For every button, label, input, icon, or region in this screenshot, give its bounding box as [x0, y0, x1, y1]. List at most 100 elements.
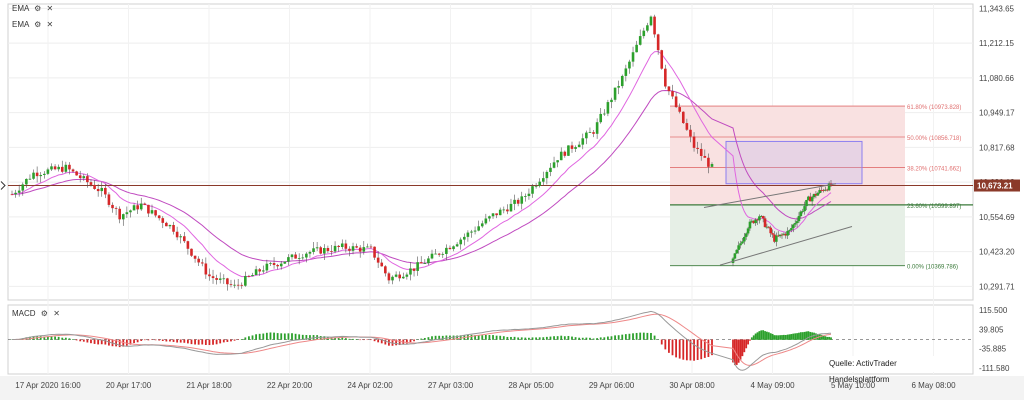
- macd-histogram-bar: [614, 335, 616, 339]
- candle-body: [93, 185, 96, 189]
- macd-indicator[interactable]: MACD ⚙ ✕: [12, 309, 60, 318]
- macd-histogram-bar: [762, 330, 764, 340]
- candle-body: [592, 132, 595, 134]
- macd-histogram-bar: [542, 337, 544, 340]
- candle-body: [553, 162, 556, 167]
- macd-histogram-bar: [632, 333, 634, 340]
- candle-body: [801, 211, 804, 212]
- macd-histogram-bar: [273, 333, 275, 340]
- candle-body: [32, 173, 35, 179]
- candle-body: [68, 165, 71, 170]
- candle-body: [298, 258, 301, 259]
- candle-body: [803, 206, 806, 211]
- candle-body: [749, 222, 752, 229]
- candle-body: [481, 223, 484, 226]
- macd-histogram-bar: [809, 332, 811, 340]
- macd-histogram-bar: [223, 340, 225, 343]
- candle-body: [316, 247, 319, 248]
- macd-histogram-bar: [760, 330, 762, 339]
- close-icon[interactable]: ✕: [47, 4, 54, 13]
- macd-histogram-bar: [137, 340, 139, 343]
- macd-histogram-bar: [646, 333, 648, 340]
- close-icon[interactable]: ✕: [47, 20, 54, 29]
- macd-histogram-bar: [740, 340, 742, 360]
- macd-histogram-bar: [234, 340, 236, 341]
- candle-body: [456, 244, 459, 246]
- close-icon[interactable]: ✕: [53, 309, 60, 318]
- candle-body: [201, 262, 204, 263]
- macd-histogram-bar: [359, 340, 361, 341]
- candle-body: [215, 278, 218, 280]
- ema-indicator-2[interactable]: EMA ⚙ ✕: [12, 20, 53, 29]
- candle-body: [467, 233, 470, 237]
- macd-histogram-bar: [557, 336, 559, 340]
- macd-histogram-bar: [244, 337, 246, 339]
- macd-histogram-bar: [58, 337, 60, 340]
- candle-body: [309, 252, 312, 254]
- candle-body: [675, 96, 678, 107]
- candle-body: [305, 254, 308, 258]
- settings-icon[interactable]: ⚙: [34, 20, 41, 29]
- settings-icon[interactable]: ⚙: [34, 4, 41, 13]
- candle-body: [459, 240, 462, 245]
- macd-histogram-bar: [255, 334, 257, 340]
- y-tick-label: 11,080.66: [979, 74, 1015, 83]
- candle-body: [341, 243, 344, 247]
- macd-histogram-bar: [600, 337, 602, 339]
- candle-body: [664, 69, 667, 87]
- macd-histogram-bar: [830, 337, 832, 339]
- macd-histogram-bar: [363, 340, 365, 341]
- current-price-label: 10,673.21: [977, 182, 1013, 191]
- macd-histogram-bar: [165, 340, 167, 342]
- macd-histogram-bar: [191, 340, 193, 345]
- candle-body: [668, 86, 671, 91]
- y-tick-label: 10,817.68: [979, 143, 1015, 152]
- ema-indicator-1[interactable]: EMA ⚙ ✕: [12, 4, 53, 13]
- candle-body: [179, 236, 182, 237]
- candle-body: [686, 123, 689, 130]
- macd-histogram-bar: [499, 336, 501, 340]
- macd-histogram-bar: [650, 333, 652, 340]
- candle-body: [187, 241, 190, 249]
- candle-body: [546, 172, 549, 178]
- candle-body: [650, 17, 653, 26]
- macd-histogram-bar: [582, 338, 584, 340]
- candle-body: [291, 255, 294, 258]
- candle-body: [567, 145, 570, 155]
- fib-level-label: 0.00% (10369.786): [907, 265, 958, 271]
- macd-histogram-bar: [539, 337, 541, 339]
- candle-body: [549, 168, 552, 172]
- macd-histogram-bar: [212, 340, 214, 345]
- candle-body: [240, 285, 243, 286]
- macd-histogram-bar: [535, 337, 537, 339]
- candle-body: [205, 263, 208, 274]
- macd-histogram-bar: [749, 340, 751, 341]
- candle-body: [758, 216, 761, 220]
- macd-histogram-bar: [366, 340, 368, 341]
- candle-body: [463, 237, 466, 240]
- candle-body: [366, 247, 369, 248]
- candle-body: [18, 191, 21, 193]
- macd-histogram-bar: [798, 333, 800, 340]
- candle-body: [614, 88, 617, 100]
- candle-body: [704, 156, 707, 158]
- candle-body: [276, 265, 279, 266]
- macd-histogram-bar: [568, 336, 570, 340]
- macd-histogram-bar: [593, 338, 595, 339]
- x-tick-label: 24 Apr 02:00: [347, 381, 393, 390]
- macd-histogram-bar: [807, 331, 809, 340]
- candle-body: [781, 235, 784, 236]
- candle-body: [380, 263, 383, 267]
- macd-histogram-bar: [201, 340, 203, 345]
- candle-body: [144, 204, 147, 205]
- candle-body: [817, 193, 820, 196]
- candle-body: [560, 152, 563, 160]
- y-tick-label: 10,554.69: [979, 213, 1015, 222]
- candle-body: [165, 223, 168, 226]
- macd-histogram-bar: [751, 337, 753, 339]
- candle-body: [373, 247, 376, 258]
- left-arrow-icon: [1, 182, 5, 190]
- settings-icon[interactable]: ⚙: [41, 309, 48, 318]
- candle-body: [734, 253, 737, 258]
